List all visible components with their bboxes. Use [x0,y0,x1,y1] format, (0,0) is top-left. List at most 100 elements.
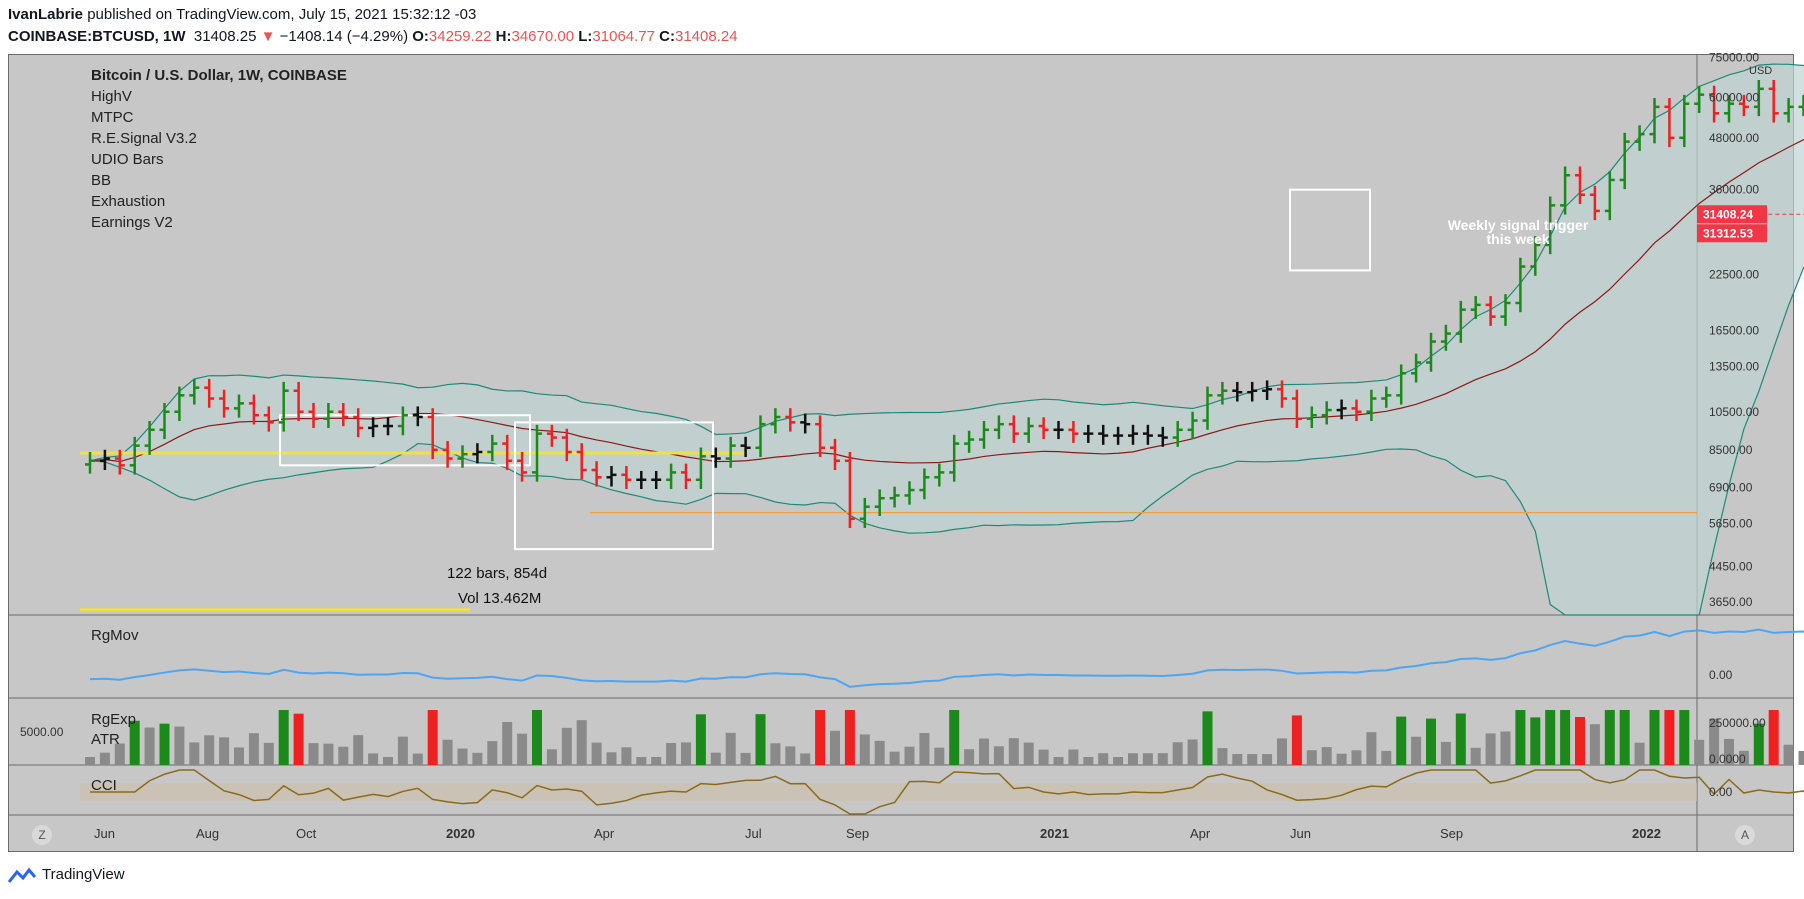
rgexp-bar [1277,738,1287,765]
time-axis-tick: Jul [745,826,762,841]
rgexp-bar [248,733,259,765]
legend-item-udio[interactable]: UDIO Bars [91,151,164,168]
rgexp-bar [1366,732,1377,765]
rgexp-bar [1262,754,1273,765]
legend-item-earnings[interactable]: Earnings V2 [91,214,173,231]
time-axis-tick: Apr [594,826,615,841]
rgmov-line [89,628,1804,688]
symbol-name[interactable]: COINBASE:BTCUSD, 1W [8,28,186,45]
second-price-tag-text: 31312.53 [1703,226,1753,240]
author-name[interactable]: IvanLabrie [8,6,84,23]
rgexp-bar [964,749,975,765]
rgexp-bar [651,757,662,765]
rgexp-bar [368,753,379,765]
zoom-button[interactable]: Z [32,825,52,845]
rgexp-bar [1455,713,1466,765]
close-value: 31408.24 [675,28,738,45]
rgexp-bar [204,735,215,765]
legend-item-exhaustion[interactable]: Exhaustion [91,193,166,210]
rgexp-bar [561,727,572,765]
rgexp-bar [1217,748,1228,765]
rgexp-bar [1142,753,1153,765]
last-price: 31408.25 [193,28,257,45]
rgexp-bar [770,743,781,765]
second-price-tag [1697,224,1767,243]
rgmov-axis-tick: 0.00 [1709,668,1733,682]
rgexp-bar [159,723,170,765]
cci-band [80,783,1697,801]
price-axis-tick: 22500.00 [1709,267,1759,281]
rgexp-bar [1709,718,1720,765]
rgexp-bar [114,743,125,765]
rgexp-bar [785,746,796,765]
rgexp-bar [1485,733,1496,765]
rgexp-bar [1545,710,1556,765]
rgexp-bar [934,747,945,765]
rgexp-bar [1619,710,1630,765]
rgexp-bar [755,714,766,765]
rgexp-bar [1128,753,1138,765]
rgexp-bar [1098,753,1109,765]
rgexp-bar [1664,710,1675,765]
rgexp-bar [1083,757,1094,765]
rgexp-axis-tick-high: 250000.00 [1709,716,1766,730]
rgexp-bar [1470,747,1481,765]
rgexp-bar [606,752,617,765]
price-axis-tick: 16500.00 [1709,323,1759,337]
rgexp-label[interactable]: RgExp [91,711,137,728]
last-price-tag [1697,205,1767,224]
time-axis-tick: Jun [1290,826,1311,841]
rgexp-bar [353,735,364,765]
signal-note: Weekly signal trigger this week [1418,218,1618,246]
price-axis-tick: 75000.00 [1709,50,1759,64]
legend-item-mtpc[interactable]: MTPC [91,109,134,126]
legend-item-highv[interactable]: HighV [91,88,132,105]
price-axis-tick: 48000.00 [1709,131,1759,145]
rgexp-bar [532,710,542,765]
rgexp-bar [725,732,736,765]
rgexp-bar [636,757,647,765]
auto-scale-button[interactable]: A [1735,825,1755,845]
tradingview-logo-icon [8,867,36,883]
high-value: 34670.00 [511,28,575,45]
rgexp-bar [993,746,1004,765]
price-axis-tick: 36000.00 [1709,183,1759,197]
time-axis-tick: 2022 [1632,826,1661,841]
legend-item-bb[interactable]: BB [91,172,112,189]
rgexp-bar [844,710,855,765]
open-value: 34259.22 [428,28,492,45]
time-axis-tick: Oct [296,826,317,841]
low-label: L: [578,28,593,45]
rgexp-bar [338,746,349,765]
rgexp-bar [1768,710,1779,765]
rgexp-bar [457,748,468,765]
rgexp-bar [517,733,528,765]
cci-label[interactable]: CCI [91,777,117,794]
rgexp-bar [1306,750,1317,765]
publish-header: IvanLabrie published on TradingView.com,… [8,6,476,23]
rgexp-bar [263,742,274,765]
price-axis-tick: 5650.00 [1709,516,1753,530]
rgexp-bar [278,710,289,765]
rgexp-bar [1187,739,1198,765]
rgexp-bar [1068,749,1079,765]
rgexp-bar [1291,715,1302,765]
rgmov-label[interactable]: RgMov [91,627,139,644]
rgexp-bar [1694,739,1705,765]
down-arrow-icon: ▼ [260,28,276,45]
rgexp-bar [144,727,155,765]
brand-name[interactable]: TradingView [42,866,125,883]
rgexp-bar [710,752,721,765]
rgexp-bar [487,741,498,765]
rgexp-bar [427,710,438,765]
time-axis-tick: 2020 [446,826,475,841]
legend-title[interactable]: Bitcoin / U.S. Dollar, 1W, COINBASE [91,67,347,84]
rgexp-bar [1515,710,1526,765]
legend-item-resignal[interactable]: R.E.Signal V3.2 [91,130,197,147]
atr-label[interactable]: ATR [91,731,120,748]
price-axis-tick: 8500.00 [1709,443,1753,457]
rgexp-bar [1008,738,1019,765]
rgexp-bar [979,738,989,765]
time-axis-tick: Aug [196,826,219,841]
